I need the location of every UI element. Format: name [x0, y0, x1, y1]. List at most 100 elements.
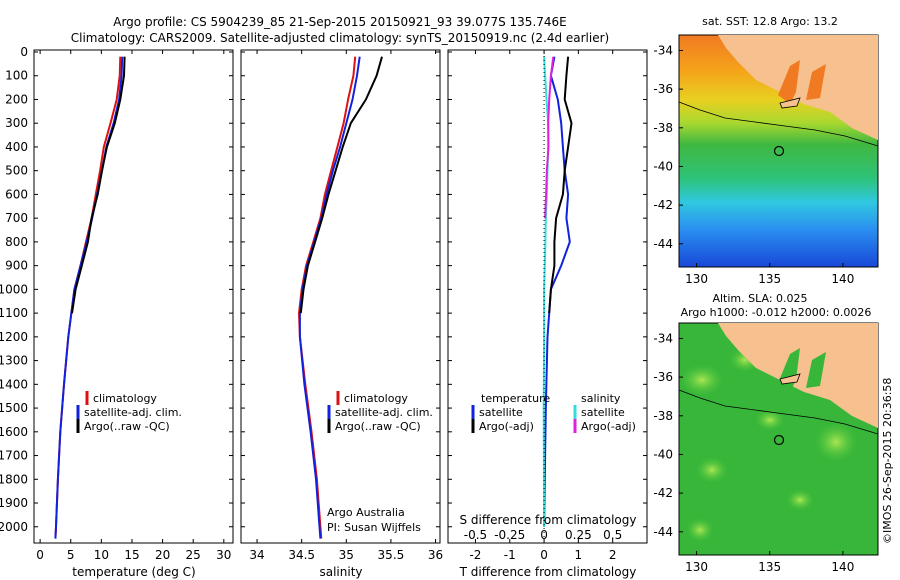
x-tick-label: -2 — [469, 548, 481, 562]
depth-tick-label: 1300 — [0, 354, 28, 368]
temperature-legend: climatology satellite-adj. clim. Argo(..… — [76, 391, 182, 433]
difference-xlabel: T difference from climatology — [459, 565, 637, 579]
gulf — [806, 352, 826, 388]
depth-tick-label: 1800 — [0, 472, 28, 486]
x-tick-label: 25 — [186, 548, 201, 562]
sst-map-axes: 130 135 140 -34 -36 -38 -40 -42 -44 — [653, 43, 854, 286]
series-line-argo-raw-qc- — [299, 56, 383, 314]
lon-tick-label: 140 — [831, 272, 854, 286]
float-location-marker — [773, 145, 785, 157]
depth-axis: 0 100 200 300 400 500 600 700 800 900 1000 1100 1200… — [0, 45, 647, 534]
x-tick-label-top: 0.25 — [565, 528, 592, 542]
sst-map-title: sat. SST: 12.8 Argo: 13.2 — [702, 15, 838, 28]
x-tick-label: 2 — [609, 548, 617, 562]
x-tick-label: -1 — [504, 548, 516, 562]
legend-label: Argo(..raw -QC) — [335, 420, 421, 433]
legend-label: satellite-adj. clim. — [84, 406, 182, 419]
x-tick-label-top: 0 — [540, 528, 548, 542]
depth-tick-label: 1100 — [0, 306, 28, 320]
depth-tick-label: 900 — [5, 259, 28, 273]
difference-xlabel-top: S difference from climatology — [460, 513, 637, 527]
lon-tick-label: 130 — [685, 272, 708, 286]
sla-anomaly — [755, 409, 785, 431]
legend-label: Argo(..raw -QC) — [84, 420, 170, 433]
figure-title-line2: Climatology: CARS2009. Satellite-adjuste… — [71, 31, 609, 45]
legend-label: satellite — [479, 406, 523, 419]
depth-tick-label: 1200 — [0, 330, 28, 344]
legend-label: Argo(-adj) — [479, 420, 534, 433]
sla-map-axes: 130 135 140 -34 -36 -38 -40 -42 -44 — [653, 331, 854, 574]
island — [779, 373, 801, 385]
series-line-salinity-argo-adj- — [544, 56, 555, 219]
depth-tick-label: 700 — [5, 211, 28, 225]
depth-tick-label: 1700 — [0, 449, 28, 463]
series-line-argo-raw-qc- — [71, 56, 126, 314]
temperature-panel-frame — [33, 49, 234, 544]
legend-title: salinity — [581, 392, 621, 405]
depth-tick-label: 300 — [5, 116, 28, 130]
salinity-plot: 34 34.5 35 35.5 36 — [249, 50, 443, 562]
lat-tick-label: -34 — [653, 43, 673, 57]
difference-legend-salinity: salinity satellite Argo(-adj) — [573, 392, 636, 433]
annotation-pi: PI: Susan Wijffels — [327, 521, 421, 534]
island — [779, 97, 801, 109]
lon-tick-label: 140 — [831, 560, 854, 574]
sla-anomaly — [786, 489, 814, 511]
sla-map-subtitle: Argo h1000: -0.012 h2000: 0.0026 — [681, 306, 872, 319]
depth-tick-label: 100 — [5, 69, 28, 83]
x-tick-label: 35 — [339, 548, 354, 562]
lat-tick-label: -34 — [653, 331, 673, 345]
sla-map — [678, 322, 879, 556]
depth-tick-label: 0 — [20, 45, 28, 59]
imos-credit: ©IMOS 26-Sep-2015 20:36:58 — [881, 378, 894, 544]
depth-tick-label: 200 — [5, 92, 28, 106]
annotation-institution: Argo Australia — [327, 506, 405, 519]
temperature-plot: 0 5 10 15 20 25 30 — [36, 50, 231, 562]
x-tick-label-top: 0.5 — [603, 528, 622, 542]
depth-tick-label: 1600 — [0, 425, 28, 439]
depth-tick-label: 1400 — [0, 377, 28, 391]
x-tick-label: 30 — [216, 548, 231, 562]
lat-tick-label: -40 — [653, 159, 673, 173]
lat-tick-label: -44 — [653, 525, 673, 539]
lat-tick-label: -38 — [653, 409, 673, 423]
gulf — [778, 60, 800, 104]
x-tick-label: 15 — [124, 548, 139, 562]
x-tick-label: 36 — [428, 548, 443, 562]
x-tick-label: 20 — [155, 548, 170, 562]
depth-tick-label: 600 — [5, 187, 28, 201]
x-tick-label: 0 — [36, 548, 44, 562]
legend-title: temperature — [481, 392, 550, 405]
salinity-legend: climatology satellite-adj. clim. Argo(..… — [327, 391, 433, 433]
lat-tick-label: -40 — [653, 447, 673, 461]
x-tick-label: 0 — [540, 548, 548, 562]
gulf — [806, 64, 826, 100]
x-tick-label: 10 — [94, 548, 109, 562]
sst-map — [678, 34, 879, 268]
sla-anomaly — [696, 457, 728, 483]
depth-tick-label: 1000 — [0, 282, 28, 296]
depth-tick-label: 2000 — [0, 520, 28, 534]
depth-tick-label: 500 — [5, 164, 28, 178]
lat-tick-label: -36 — [653, 82, 673, 96]
sla-anomaly — [686, 518, 714, 542]
depth-tick-label: 400 — [5, 140, 28, 154]
series-line-satellite-adj-clim- — [54, 56, 124, 539]
salinity-panel-frame — [240, 49, 441, 544]
salinity-xlabel: salinity — [319, 565, 362, 579]
sla-map-title: Altim. SLA: 0.025 — [712, 292, 807, 305]
temperature-xlabel: temperature (deg C) — [72, 565, 195, 579]
lon-tick-label: 135 — [758, 272, 781, 286]
depth-contour — [678, 101, 879, 147]
x-tick-label-top: -0.5 — [464, 528, 487, 542]
legend-label: climatology — [344, 392, 408, 405]
lat-tick-label: -38 — [653, 121, 673, 135]
lat-tick-label: -36 — [653, 370, 673, 384]
depth-tick-label: 1900 — [0, 496, 28, 510]
series-line-temperature-argo-adj- — [548, 56, 573, 314]
lat-tick-label: -42 — [653, 198, 673, 212]
land-mass — [718, 35, 878, 140]
depth-tick-label: 1500 — [0, 401, 28, 415]
depth-tick-label: 800 — [5, 235, 28, 249]
